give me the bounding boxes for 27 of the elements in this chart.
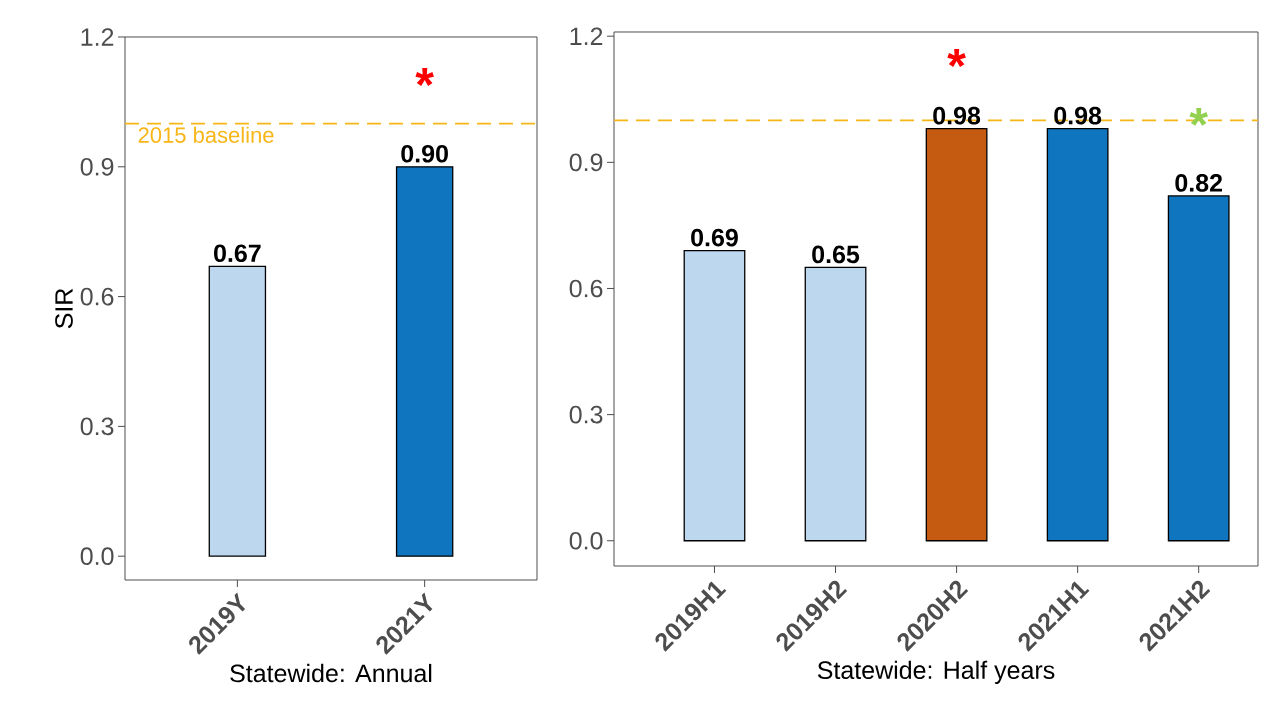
bar bbox=[1167, 195, 1230, 542]
ref-line-label: 2015 baseline bbox=[138, 126, 274, 143]
y-axis-title: SIR bbox=[55, 288, 73, 329]
data-label: 0.69 bbox=[691, 228, 738, 247]
y-tick-label: 1.2 bbox=[570, 27, 603, 45]
x-axis-title: Statewide: Half years bbox=[817, 660, 1055, 684]
annotation: * bbox=[415, 68, 434, 86]
y-tick-label: 0.0 bbox=[80, 547, 114, 566]
y-tick-label: 0.9 bbox=[569, 153, 603, 172]
bar bbox=[683, 249, 746, 542]
y-tick-label: 0.3 bbox=[569, 405, 603, 424]
y-tick-label: 0.6 bbox=[80, 287, 114, 306]
bar bbox=[1046, 128, 1109, 542]
x-axis-title: Statewide: Annual bbox=[230, 663, 432, 683]
y-tick-label: 0.0 bbox=[569, 531, 603, 550]
y-tick-label: 0.3 bbox=[80, 417, 114, 436]
data-label: 0.67 bbox=[214, 244, 261, 263]
bar bbox=[804, 266, 867, 542]
y-tick-label: 0.6 bbox=[569, 279, 603, 298]
data-label: 0.90 bbox=[401, 144, 448, 163]
data-label: 0.82 bbox=[1175, 174, 1223, 192]
annotation: * bbox=[947, 49, 966, 67]
bar bbox=[925, 128, 988, 542]
y-tick-label: 1.2 bbox=[81, 28, 114, 46]
y-tick-label: 0.9 bbox=[80, 157, 114, 176]
annotation: * bbox=[1189, 107, 1208, 126]
data-label: 0.65 bbox=[812, 245, 860, 264]
